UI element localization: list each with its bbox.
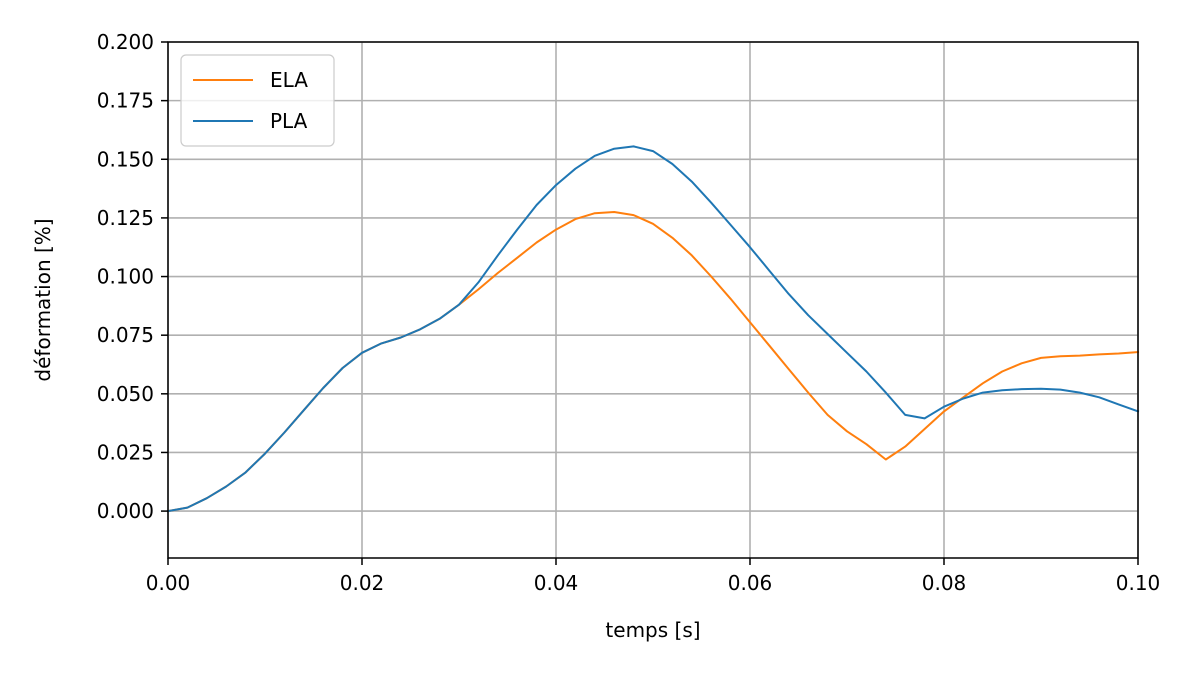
y-axis-label: déformation [%]: [31, 218, 55, 381]
x-tick-label: 0.04: [534, 571, 579, 595]
legend-label-pla: PLA: [270, 109, 308, 133]
x-tick-label: 0.08: [922, 571, 967, 595]
y-tick-label: 0.050: [97, 382, 154, 406]
x-tick-label: 0.00: [146, 571, 191, 595]
y-tick-label: 0.150: [97, 147, 154, 171]
series-line-pla: [166, 145, 1140, 513]
y-tick-label: 0.125: [97, 206, 154, 230]
y-tick-label: 0.100: [97, 265, 154, 289]
y-tick-label: 0.075: [97, 323, 154, 347]
axis-ticks: 0.00 0.02 0.04 0.06 0.08 0.10 0.000 0.025 0.050 0…: [97, 30, 1161, 595]
x-tick-label: 0.06: [728, 571, 773, 595]
legend-label-ela: ELA: [270, 68, 308, 92]
y-tick-label: 0.175: [97, 89, 154, 113]
x-tick-label: 0.10: [1116, 571, 1161, 595]
legend: ELA PLA: [180, 54, 335, 147]
y-tick-label: 0.000: [97, 499, 154, 523]
y-tick-label: 0.025: [97, 440, 154, 464]
series-layer: [166, 145, 1140, 513]
legend-box: [180, 54, 335, 147]
x-tick-label: 0.02: [340, 571, 385, 595]
y-tick-label: 0.200: [97, 30, 154, 54]
x-axis-label: temps [s]: [605, 618, 700, 642]
plot-frame: [167, 41, 1139, 559]
